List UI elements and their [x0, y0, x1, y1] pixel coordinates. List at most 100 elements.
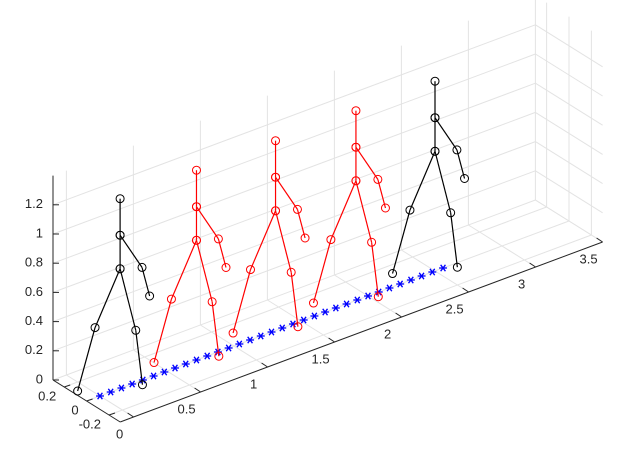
- x-tick-label: 1.5: [312, 351, 330, 366]
- joint-marker: [73, 386, 83, 396]
- star-marker: [267, 328, 276, 336]
- star-marker: [396, 280, 405, 288]
- x-tick-label: 3: [518, 276, 525, 291]
- star-marker: [235, 340, 244, 348]
- joint-marker: [292, 204, 302, 214]
- joint-marker: [228, 328, 238, 338]
- skeleton-segment: [312, 239, 332, 304]
- joint-marker: [373, 174, 383, 184]
- skeleton-segment: [135, 330, 144, 385]
- star-marker: [96, 392, 104, 400]
- skeleton-segment: [274, 210, 292, 273]
- star-marker: [417, 272, 426, 280]
- skeleton-segment: [330, 180, 357, 240]
- skeleton-segment: [391, 209, 411, 274]
- joint-marker: [137, 262, 147, 272]
- star-marker: [160, 368, 169, 376]
- joint-marker: [430, 76, 440, 86]
- star-marker: [181, 360, 190, 368]
- grid-line: [52, 111, 536, 293]
- star-marker: [106, 388, 115, 396]
- joint-marker: [430, 146, 440, 156]
- grid-line: [535, 199, 603, 243]
- star-marker: [331, 304, 340, 312]
- grid-line: [52, 53, 536, 235]
- skeleton-segment: [371, 242, 379, 297]
- grid-line: [535, 24, 603, 68]
- joint-marker: [300, 233, 310, 243]
- star-marker: [299, 316, 308, 324]
- y-tick: [86, 398, 93, 402]
- star-marker: [128, 380, 137, 388]
- x-tick: [194, 387, 201, 393]
- star-marker: [117, 384, 126, 392]
- skeleton-segment: [434, 151, 452, 213]
- star-marker: [256, 332, 265, 340]
- joint-marker: [405, 205, 415, 215]
- star-marker: [224, 344, 233, 352]
- skeleton-segment: [290, 272, 299, 327]
- skeleton-segment: [377, 179, 387, 209]
- joint-marker: [351, 106, 361, 116]
- y-tick-label: -0.2: [79, 416, 101, 431]
- x-tick-label: 3.5: [580, 251, 598, 266]
- star-marker: [203, 352, 212, 360]
- joint-marker: [191, 235, 201, 245]
- star-marker: [310, 312, 319, 320]
- joint-marker: [246, 265, 255, 275]
- skeleton-segment: [434, 117, 458, 151]
- joint-marker: [90, 323, 100, 333]
- joint-marker: [351, 142, 361, 152]
- grid-line: [108, 234, 592, 416]
- joint-marker: [373, 292, 383, 302]
- joint-marker: [286, 267, 296, 277]
- joint-marker: [191, 202, 201, 212]
- joint-marker: [367, 237, 377, 247]
- joint-marker: [115, 264, 125, 274]
- star-marker: [149, 372, 158, 380]
- skeleton-segment: [355, 146, 379, 180]
- z-tick-label: 0.8: [25, 255, 43, 270]
- skeleton-segment: [211, 301, 220, 357]
- skeleton-segment: [217, 238, 227, 268]
- joint-marker: [271, 136, 281, 146]
- joint-marker: [452, 145, 462, 155]
- joint-marker: [293, 322, 303, 332]
- skeleton-segment: [275, 176, 298, 210]
- skeleton-segment: [153, 298, 173, 363]
- skeleton-segment: [119, 268, 137, 331]
- skeleton-segment: [119, 234, 143, 268]
- x-tick: [127, 412, 134, 418]
- star-marker: [246, 336, 255, 344]
- x-tick: [596, 237, 603, 243]
- x-tick-label: 1: [250, 376, 257, 391]
- grid-line: [52, 199, 536, 381]
- y-tick: [108, 412, 116, 416]
- grid-line: [535, 111, 603, 155]
- skeleton-segment: [232, 269, 252, 334]
- joint-marker: [452, 262, 462, 272]
- joint-marker: [388, 269, 398, 279]
- joint-marker: [115, 194, 125, 204]
- x-tick-label: 0: [116, 426, 123, 441]
- grid-line: [535, 170, 603, 214]
- z-tick-label: 1: [36, 225, 43, 240]
- x-tick: [328, 337, 335, 343]
- z-tick-label: 0.4: [25, 313, 43, 328]
- grid-line: [52, 82, 536, 264]
- skeleton-segment: [456, 149, 466, 179]
- skeleton-segment: [296, 209, 306, 239]
- joint-marker: [145, 291, 155, 301]
- joint-marker: [460, 174, 470, 183]
- skeleton-segment: [77, 327, 96, 392]
- skeleton-segment: [409, 151, 436, 211]
- star-marker: [428, 268, 437, 276]
- joint-marker: [430, 113, 440, 123]
- skeleton-segment: [94, 268, 121, 328]
- star-marker: [288, 320, 297, 328]
- star-marker: [439, 264, 448, 272]
- joint-marker: [351, 176, 361, 186]
- z-tick-label: 1.2: [25, 196, 43, 211]
- joint-marker: [149, 358, 159, 368]
- joint-marker: [115, 230, 125, 240]
